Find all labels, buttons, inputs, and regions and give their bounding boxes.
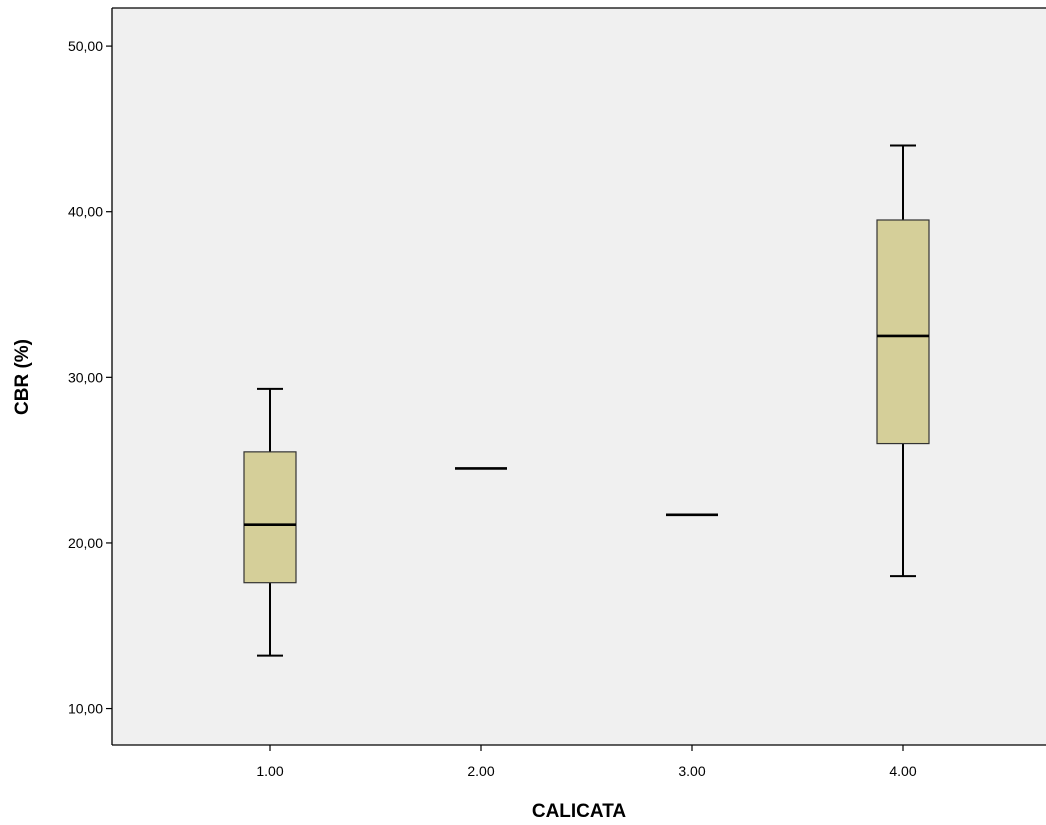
y-tick-label: 40,00 [68, 204, 103, 220]
y-tick-label: 10,00 [68, 701, 103, 717]
x-tick-label: 1.00 [256, 763, 283, 779]
x-tick-label: 4.00 [889, 763, 916, 779]
box-group [876, 144, 930, 578]
box-group [243, 387, 297, 657]
y-tick-label: 50,00 [68, 38, 103, 54]
y-tick-label: 20,00 [68, 535, 103, 551]
iqr-box [876, 219, 930, 445]
x-tick-label: 2.00 [467, 763, 494, 779]
y-axis-title: CBR (%) [12, 339, 33, 415]
x-axis-title: CALICATA [532, 801, 627, 822]
x-tick-label: 3.00 [678, 763, 705, 779]
y-tick-label: 30,00 [68, 369, 103, 385]
iqr-box [243, 451, 297, 584]
